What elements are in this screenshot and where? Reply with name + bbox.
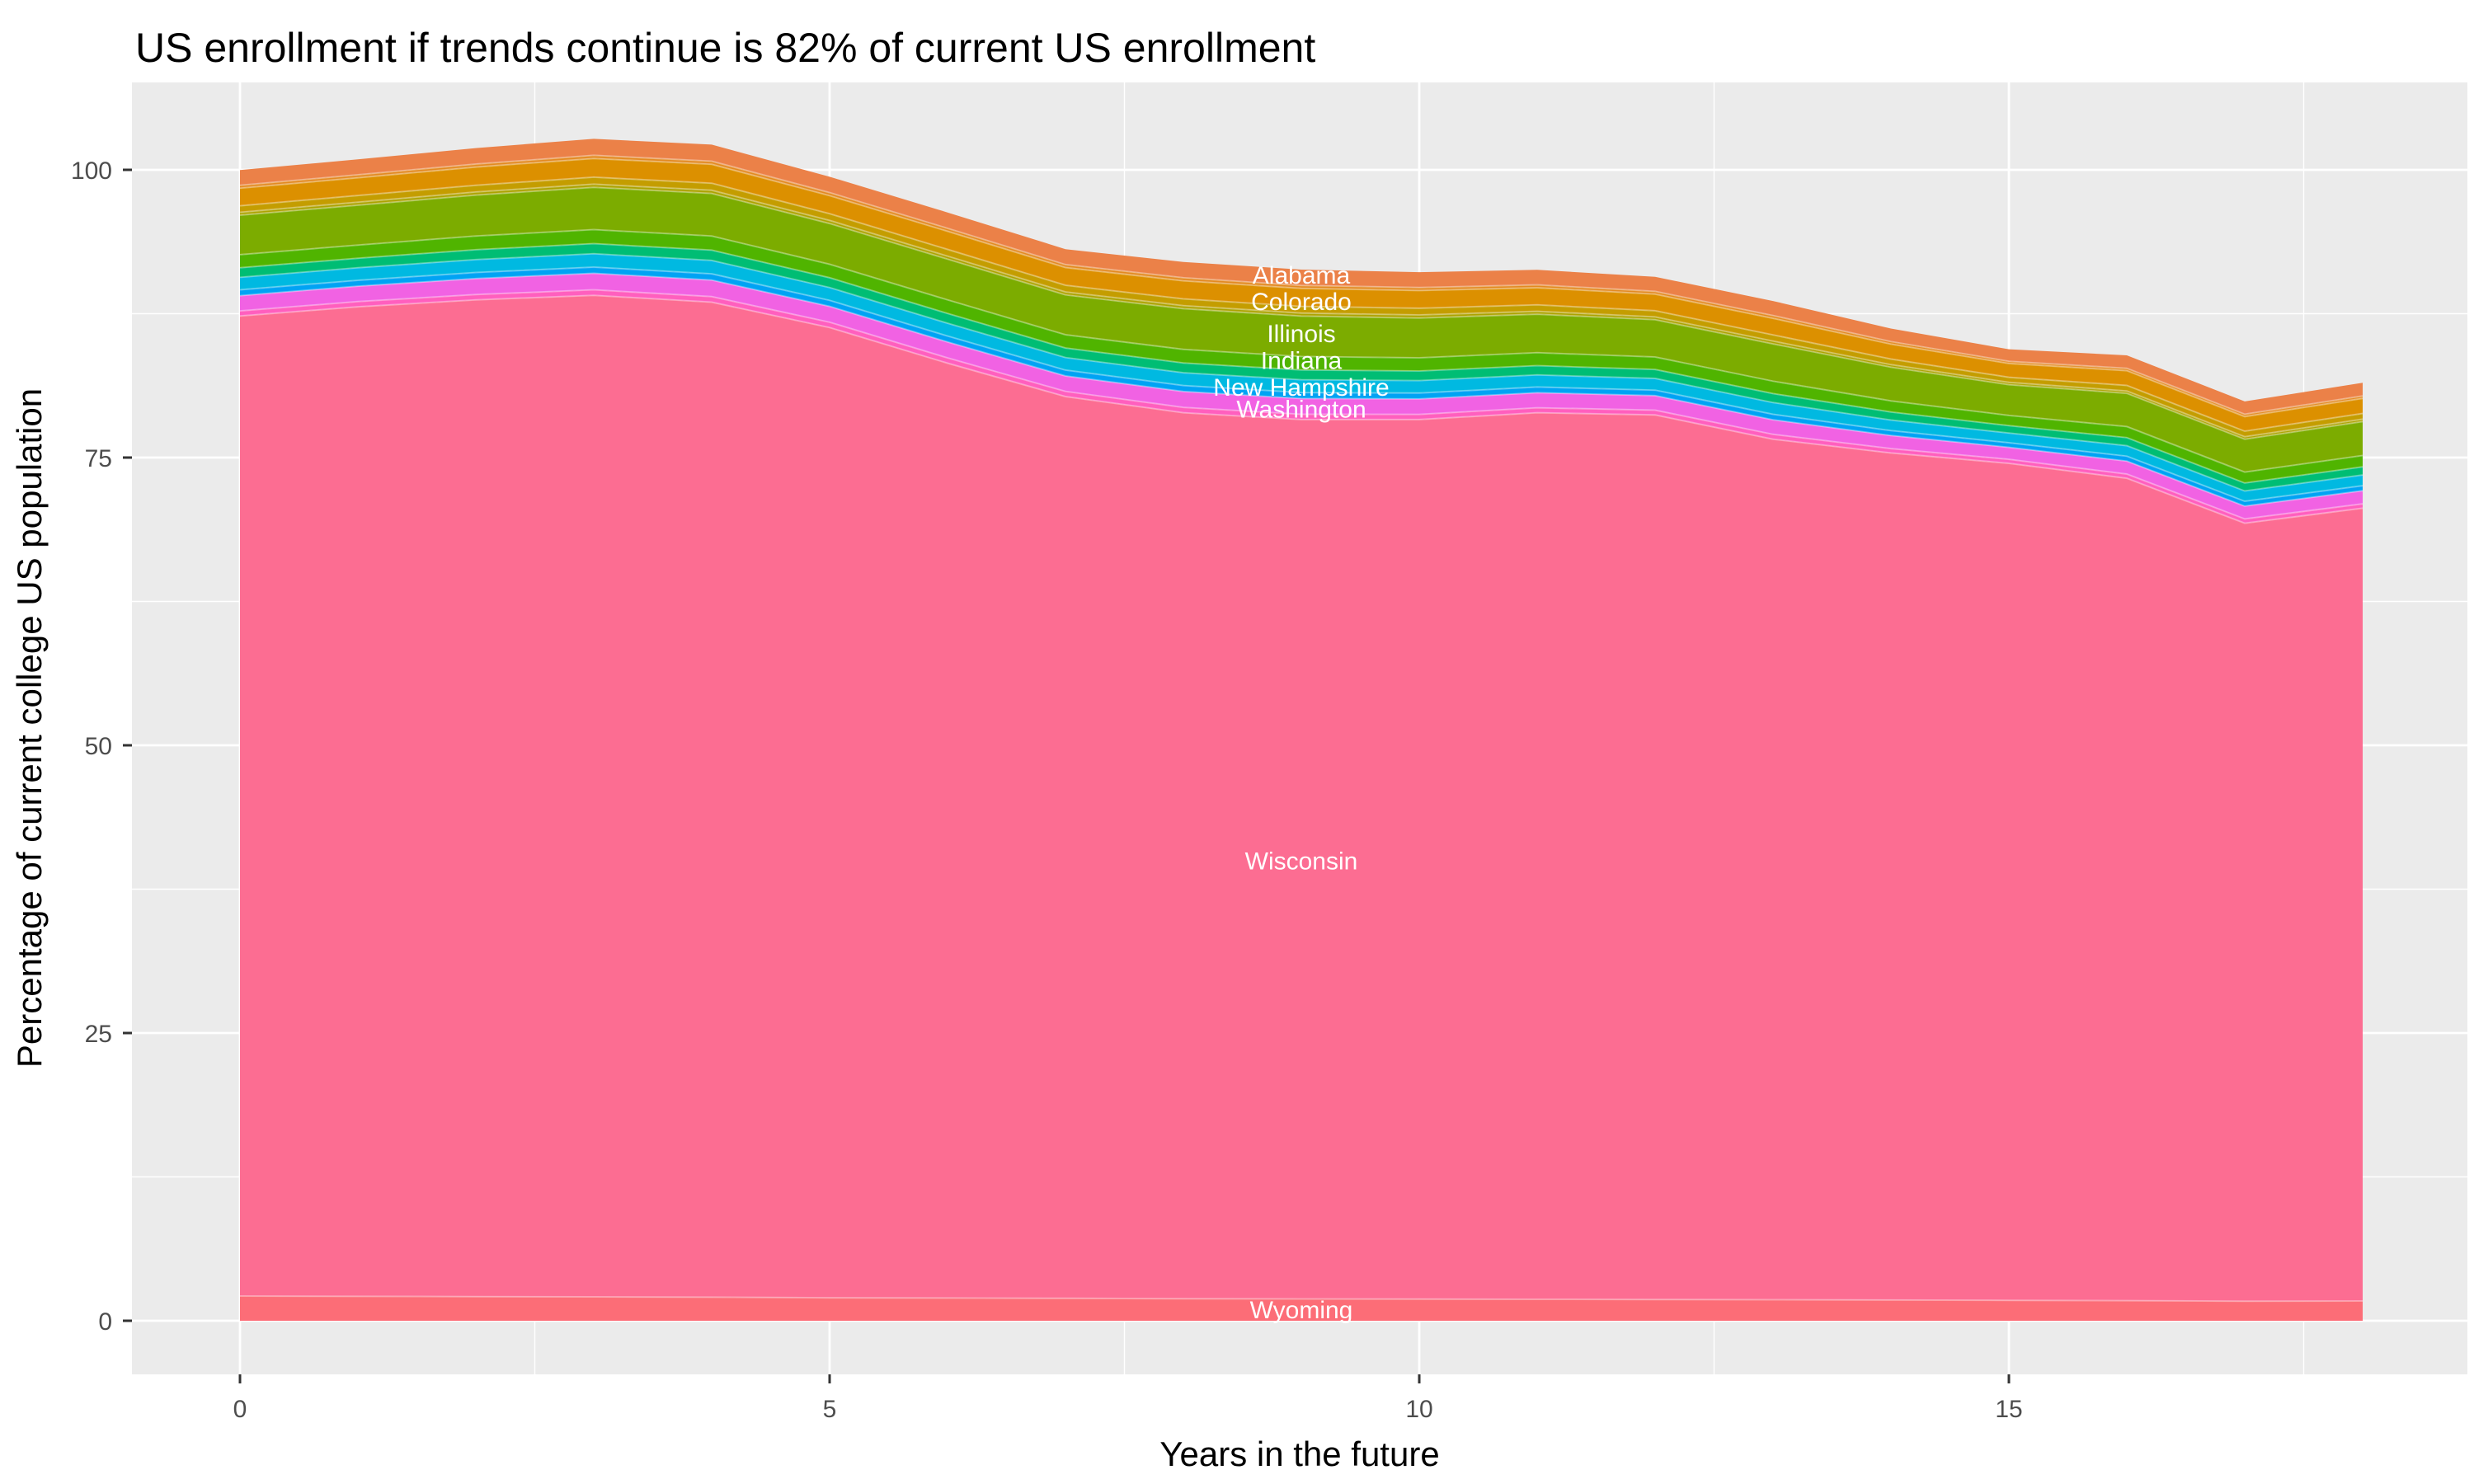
band-separator-line bbox=[239, 186, 2363, 440]
area-wisconsin bbox=[240, 295, 2363, 1302]
x-tick-label: 0 bbox=[233, 1396, 247, 1423]
band-separator-line bbox=[239, 252, 2363, 492]
band-separator-line bbox=[239, 228, 2363, 473]
axis-tick-layer: 0 5 10 15 0 25 50 75 100 bbox=[71, 157, 2023, 1423]
state-label-wyoming: Wyoming bbox=[1250, 1297, 1353, 1324]
area-colorado bbox=[240, 158, 2363, 431]
state-label-wisconsin: Wisconsin bbox=[1245, 848, 1358, 876]
x-tick-label: 5 bbox=[823, 1396, 837, 1423]
band-separator-line bbox=[239, 242, 2363, 484]
band-separator-line bbox=[239, 294, 2363, 524]
band-separator-line bbox=[239, 183, 2363, 438]
state-label-illinois: Illinois bbox=[1267, 321, 1335, 348]
area-alabama bbox=[240, 139, 2363, 415]
area-unlabeled-band-2 bbox=[240, 176, 2363, 437]
state-label-alabama: Alabama bbox=[1253, 262, 1351, 289]
state-label-indiana: Indiana bbox=[1261, 347, 1343, 374]
state-label-colorado: Colorado bbox=[1251, 289, 1352, 316]
y-tick-label: 25 bbox=[85, 1021, 112, 1048]
y-axis-title: Percentage of current college US populat… bbox=[10, 388, 49, 1068]
y-tick-label: 50 bbox=[85, 733, 112, 760]
band-separator-line bbox=[239, 154, 2363, 416]
band-separator-line bbox=[239, 157, 2363, 418]
area-wyoming bbox=[240, 1296, 2363, 1321]
band-separator-line bbox=[239, 176, 2363, 433]
x-axis-title: Years in the future bbox=[1159, 1435, 1439, 1473]
state-label-new-hampshire: New Hampshire bbox=[1213, 374, 1389, 402]
y-tick-label: 0 bbox=[98, 1308, 112, 1336]
x-tick-label: 10 bbox=[1405, 1396, 1432, 1423]
area-unlabeled-band-1 bbox=[240, 155, 2363, 417]
y-tick-label: 75 bbox=[85, 445, 112, 472]
chart-title: US enrollment if trends continue is 82% … bbox=[135, 25, 1315, 71]
band-separator-line bbox=[239, 1295, 2363, 1303]
x-tick-label: 15 bbox=[1995, 1396, 2022, 1423]
band-separator-line bbox=[239, 265, 2363, 503]
band-separator-layer bbox=[239, 154, 2363, 1303]
area-illinois bbox=[240, 187, 2363, 472]
band-separator-line bbox=[239, 289, 2363, 520]
band-separator-line bbox=[239, 272, 2363, 507]
state-label-washington: Washington bbox=[1236, 397, 1366, 424]
y-tick-label: 100 bbox=[71, 157, 112, 185]
area-series-layer bbox=[240, 139, 2363, 1321]
